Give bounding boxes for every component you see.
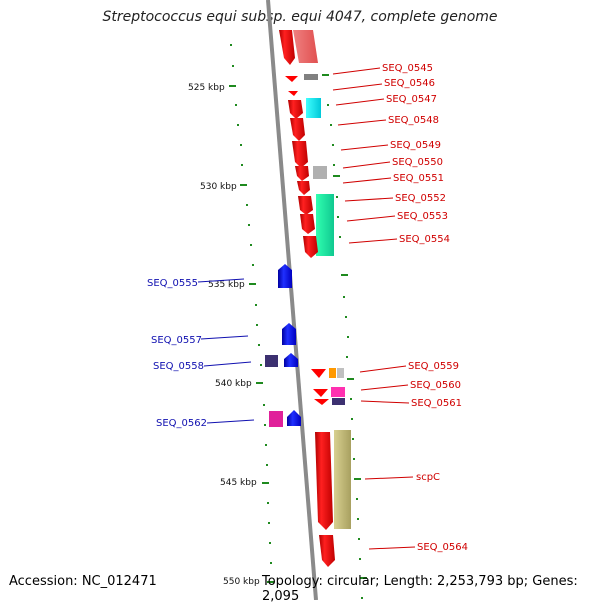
label-seq-0559: SEQ_0559 [408, 361, 459, 372]
gene-seq-0562a [269, 411, 283, 427]
label-seq-0558: SEQ_0558 [153, 361, 204, 372]
label-seq-0560: SEQ_0560 [410, 380, 461, 391]
kbp-label-535: 535 kbp [208, 280, 245, 290]
right-leader-lines [332, 67, 416, 550]
left-leader-lines [197, 278, 255, 424]
gene-seq-0560a [313, 389, 328, 397]
gene-seq-0560b [331, 387, 345, 397]
label-seq-0561: SEQ_0561 [411, 398, 462, 409]
gene-seq-0562b [287, 410, 301, 426]
gene-seq-0549 [290, 118, 305, 141]
label-seq-0564: SEQ_0564 [417, 542, 468, 553]
gene-seq-0550 [292, 141, 308, 168]
gene-seq-0544 [279, 30, 295, 65]
kbp-label-545: 545 kbp [220, 478, 257, 488]
gene-seq-0559a [311, 369, 326, 378]
kbp-label-550: 550 kbp [223, 577, 260, 587]
gene-seq-0552 [297, 181, 310, 195]
left-tick-marks [229, 44, 274, 583]
label-seq-0554: SEQ_0554 [399, 234, 450, 245]
label-seq-0553: SEQ_0553 [397, 211, 448, 222]
gene-features-lower [315, 430, 351, 567]
gene-seq-0559b [329, 368, 336, 378]
label-seq-0551: SEQ_0551 [393, 173, 444, 184]
gene-seq-0551a [295, 166, 309, 181]
label-seq-0548: SEQ_0548 [388, 115, 439, 126]
accession-text: Accession: NC_012471 [9, 574, 157, 589]
gene-seq-0558b [284, 353, 298, 367]
gene-seq-0546a [285, 76, 298, 82]
gene-seq-0557 [282, 323, 296, 345]
label-seq-0549: SEQ_0549 [390, 140, 441, 151]
kbp-label-540: 540 kbp [215, 379, 252, 389]
genome-backbone [266, 0, 318, 600]
gene-seq-0547a [288, 91, 298, 96]
label-seq-0546: SEQ_0546 [384, 78, 435, 89]
gene-seq-0554b [303, 236, 318, 258]
gene-features-upper [279, 30, 334, 258]
gene-scpc-b [334, 430, 351, 529]
gene-seq-0559c [337, 368, 344, 378]
gene-seq-0553b [316, 194, 334, 256]
gene-scpc-a [315, 432, 333, 530]
label-seq-0547: SEQ_0547 [386, 94, 437, 105]
right-tick-marks [322, 74, 367, 599]
gene-seq-0551b [313, 166, 327, 179]
gene-seq-0561b [332, 398, 345, 405]
gene-seq-0548 [288, 100, 303, 119]
gene-seq-0547b [306, 98, 321, 118]
gene-seq-0545 [293, 30, 318, 63]
gene-seq-0564 [319, 535, 335, 567]
label-seq-0557: SEQ_0557 [151, 335, 202, 346]
gene-seq-0558a [265, 355, 278, 367]
label-seq-0562: SEQ_0562 [156, 418, 207, 429]
label-seq-0552: SEQ_0552 [395, 193, 446, 204]
label-scpc: scpC [416, 472, 440, 483]
kbp-label-530: 530 kbp [200, 182, 237, 192]
gene-seq-0553a [298, 196, 313, 215]
gene-seq-0561a [314, 399, 329, 405]
gene-seq-0546b [304, 74, 318, 80]
gene-features-middle [311, 368, 345, 405]
gene-features-left [265, 264, 301, 427]
label-seq-0555: SEQ_0555 [147, 278, 198, 289]
kbp-label-525: 525 kbp [188, 83, 225, 93]
gene-seq-0554a [300, 214, 315, 234]
map-title: Streptococcus equi subsp. equi 4047, com… [102, 9, 498, 25]
label-seq-0545: SEQ_0545 [382, 63, 433, 74]
gene-seq-0555 [278, 264, 292, 288]
label-seq-0550: SEQ_0550 [392, 157, 443, 168]
